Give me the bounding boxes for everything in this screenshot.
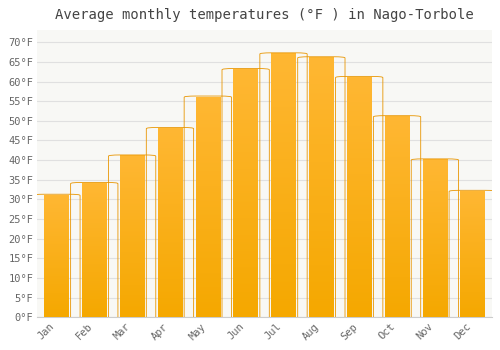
Bar	[196, 97, 220, 317]
Bar	[309, 58, 334, 317]
Bar	[158, 129, 182, 317]
Bar	[422, 160, 447, 317]
Bar	[347, 78, 372, 317]
Bar	[460, 191, 485, 317]
Bar	[82, 184, 106, 317]
Bar	[44, 195, 68, 317]
Bar	[384, 117, 409, 317]
Title: Average monthly temperatures (°F ) in Nago-Torbole: Average monthly temperatures (°F ) in Na…	[55, 8, 474, 22]
Bar	[120, 156, 144, 317]
Bar	[234, 70, 258, 317]
Bar	[271, 54, 296, 317]
